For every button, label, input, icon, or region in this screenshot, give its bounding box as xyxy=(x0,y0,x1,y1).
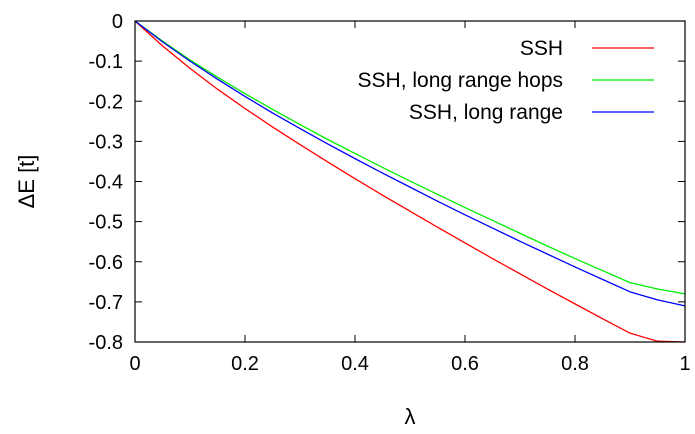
y-tick-label: -0.3 xyxy=(89,131,123,153)
y-tick-label: -0.4 xyxy=(89,172,123,194)
y-tick-label: -0.6 xyxy=(89,252,123,274)
series-line-3 xyxy=(134,20,686,307)
legend-entry-label: SSH xyxy=(520,37,563,60)
y-tick-label: -0.5 xyxy=(89,212,123,234)
x-axis-label: λ xyxy=(405,404,416,429)
x-tick-label: 0.2 xyxy=(231,353,259,375)
x-tick-label: 0.4 xyxy=(341,353,369,375)
x-tick-label: 0 xyxy=(129,353,140,375)
y-axis-label: ΔE [t] xyxy=(14,155,39,209)
y-tick-label: -0.1 xyxy=(89,51,123,73)
x-tick-label: 1 xyxy=(679,353,690,375)
legend-entry-label: SSH, long range hops xyxy=(358,69,563,92)
ticks-layer: 0 0.2 0.4 0.6 0.8 1 0 -0.1 -0.2 -0.3 -0.4 -0.5 -0.6 -… xyxy=(89,11,691,375)
y-tick-label: -0.7 xyxy=(89,292,123,314)
legend: SSH SSH, long range hops SSH, long range xyxy=(358,37,654,124)
x-tick-label: 0.6 xyxy=(451,353,479,375)
y-tick-label: 0 xyxy=(112,11,123,33)
x-tick-label: 0.8 xyxy=(561,353,589,375)
y-tick-label: -0.8 xyxy=(89,332,123,354)
y-tick-label: -0.2 xyxy=(89,91,123,113)
plot-frame xyxy=(134,20,686,343)
series-layer xyxy=(134,20,686,343)
legend-entry-label: SSH, long range xyxy=(409,101,563,124)
series-line-2 xyxy=(134,20,686,295)
series-line-1 xyxy=(134,20,686,343)
